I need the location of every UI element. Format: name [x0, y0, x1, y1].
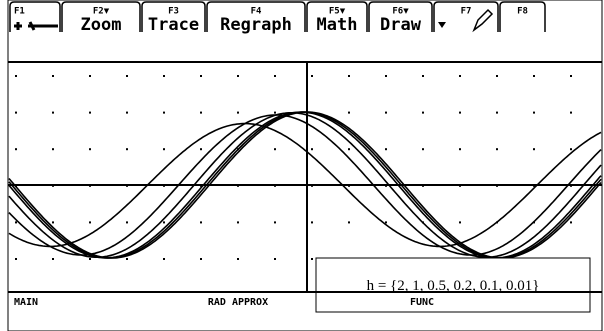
status-angle: RAD APPROX	[208, 297, 268, 308]
grid-dot	[163, 112, 165, 114]
grid-dot	[570, 112, 572, 114]
tab-label: Regraph	[220, 15, 292, 35]
grid-dot	[237, 258, 239, 260]
grid-dot	[311, 75, 313, 77]
grid-dot	[89, 221, 91, 223]
grid-dot	[126, 112, 128, 114]
grid-dot	[348, 75, 350, 77]
grid-dot	[126, 75, 128, 77]
grid-dot	[385, 112, 387, 114]
grid-dot	[274, 148, 276, 150]
grid-dot	[496, 148, 498, 150]
grid-dot	[126, 221, 128, 223]
tab-label: Math	[317, 15, 358, 35]
grid-dot	[459, 148, 461, 150]
grid-dot	[311, 148, 313, 150]
grid-dot	[570, 75, 572, 77]
grid-dot	[163, 221, 165, 223]
grid-dot	[570, 148, 572, 150]
grid-dot	[422, 148, 424, 150]
tab-label: Trace	[148, 15, 199, 35]
grid-dot	[200, 258, 202, 260]
grid-dot	[385, 221, 387, 223]
grid-dot	[533, 75, 535, 77]
grid-dot	[200, 148, 202, 150]
status-mode: MAIN	[14, 297, 38, 308]
grid-dot	[15, 221, 17, 223]
grid-dot	[459, 221, 461, 223]
grid-dot	[237, 112, 239, 114]
tab-label: Draw	[380, 15, 422, 35]
tab-key: F1	[14, 7, 25, 17]
tab-key: F7	[461, 7, 472, 17]
grid-dot	[311, 258, 313, 260]
grid-dot	[496, 75, 498, 77]
toolbar-tab[interactable]: F2▼Zoom	[62, 2, 140, 35]
toolbar-tab[interactable]: F5▼Math	[307, 2, 367, 35]
grid-dot	[348, 148, 350, 150]
grid-dot	[52, 221, 54, 223]
grid-dot	[237, 75, 239, 77]
grid-dot	[52, 148, 54, 150]
grid-dot	[274, 112, 276, 114]
grid-dot	[15, 258, 17, 260]
tab-label: Zoom	[81, 15, 122, 35]
grid-dot	[89, 75, 91, 77]
grid-dot	[533, 148, 535, 150]
grid-dot	[52, 75, 54, 77]
grid-dot	[422, 112, 424, 114]
grid-dot	[126, 258, 128, 260]
grid-dot	[15, 148, 17, 150]
toolbar-tab[interactable]: F6▼Draw	[369, 2, 432, 35]
grid-dot	[52, 112, 54, 114]
grid-dot	[274, 258, 276, 260]
grid-dot	[163, 148, 165, 150]
grid-dot	[89, 258, 91, 260]
status-graph-type: FUNC	[410, 297, 434, 308]
grid-dot	[459, 112, 461, 114]
grid-dot	[459, 75, 461, 77]
grid-dot	[348, 112, 350, 114]
grid-dot	[200, 75, 202, 77]
grid-dot	[89, 112, 91, 114]
grid-dot	[385, 148, 387, 150]
grid-dot	[126, 148, 128, 150]
grid-dot	[385, 75, 387, 77]
grid-dot	[570, 221, 572, 223]
grid-dot	[533, 112, 535, 114]
grid-dot	[89, 148, 91, 150]
tab-key: F8	[517, 7, 528, 17]
grid-dot	[15, 75, 17, 77]
grid-dot	[15, 112, 17, 114]
grid-dot	[163, 75, 165, 77]
grid-dot	[52, 258, 54, 260]
grid-dot	[348, 221, 350, 223]
toolbar-tab[interactable]: F8	[500, 2, 545, 32]
grid-dot	[274, 75, 276, 77]
grid-dot	[496, 112, 498, 114]
grid-dot	[422, 75, 424, 77]
grid-dot	[311, 221, 313, 223]
grid-dot	[200, 221, 202, 223]
calculator-screen: F1 F2▼ZoomF3TraceF4RegraphF5▼MathF6▼Draw F…	[0, 0, 604, 331]
grid-dot	[163, 258, 165, 260]
grid-dot	[237, 221, 239, 223]
grid-dot	[200, 112, 202, 114]
grid-dot	[274, 221, 276, 223]
